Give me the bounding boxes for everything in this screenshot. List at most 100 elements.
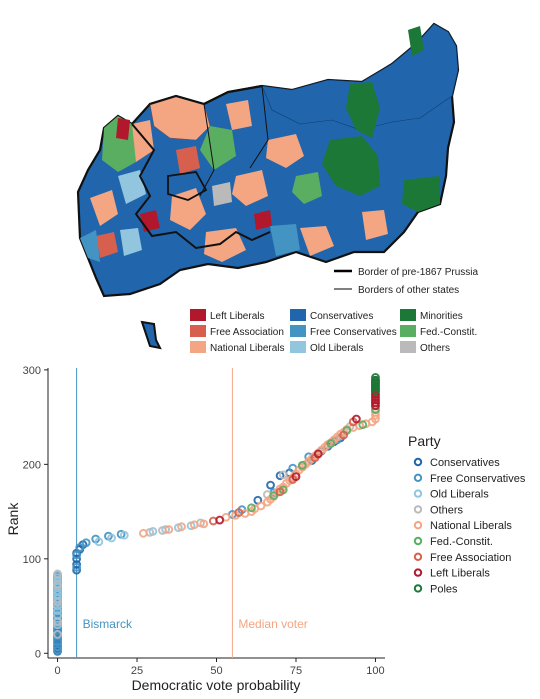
vline-label: Bismarck (83, 617, 133, 631)
map-region (80, 230, 100, 262)
legend-key (413, 505, 423, 514)
y-axis: 0 100 200 300 (23, 365, 49, 660)
map-border-other (199, 85, 269, 197)
legend-swatch (290, 341, 306, 353)
legend-key (413, 584, 423, 593)
data-point (199, 519, 209, 529)
data-point (266, 480, 275, 490)
legend-key (413, 489, 423, 498)
legend-label-other-borders: Borders of other states (358, 285, 459, 296)
data-point (313, 449, 323, 459)
data-point (215, 515, 225, 525)
legend-entry: Fed.-Constit. (430, 536, 493, 548)
map-region (90, 190, 118, 226)
map-party-legend: Left Liberals Conservatives Minorities F… (190, 309, 477, 354)
data-point (371, 395, 380, 405)
legend-key (413, 521, 423, 530)
map-region (300, 226, 334, 256)
data-point (72, 560, 82, 569)
map-region (322, 136, 380, 196)
y-tick-label: 0 (35, 648, 41, 660)
legend-entry: Old Liberals (430, 489, 489, 501)
map-region (212, 182, 232, 206)
legend-key (413, 568, 423, 577)
legend-swatch (190, 325, 206, 337)
data-point (72, 550, 82, 560)
y-tick-label: 300 (23, 365, 41, 377)
data-point (275, 487, 285, 497)
data-point (81, 538, 91, 548)
scatter-chart: 0 25 50 75 100 0 100 200 300 Bismarck Median vot… (5, 365, 526, 693)
x-axis-title: Democratic vote probability (132, 677, 301, 693)
map-region (116, 118, 130, 140)
data-point (53, 569, 62, 579)
legend-label: Old Liberals (310, 343, 363, 354)
data-point (247, 503, 256, 513)
map-exclave (140, 320, 162, 350)
data-point (358, 420, 368, 430)
chart-legend: Party Conservatives Free Conservatives Old… (408, 433, 526, 595)
map-border-legend: Border of pre-1867 Prussia Borders of ot… (334, 267, 479, 296)
legend-entry: Free Association (430, 552, 511, 564)
data-point (371, 373, 380, 382)
data-point (107, 533, 116, 543)
map-region (204, 228, 246, 262)
x-tick-label: 50 (210, 665, 222, 677)
data-point (278, 470, 288, 480)
map-border-prussia (167, 171, 208, 201)
data-point (94, 537, 104, 547)
legend-swatch (400, 325, 416, 337)
map-region (362, 210, 388, 240)
legend-key (413, 552, 423, 561)
legend-entry: Conservatives (430, 457, 500, 469)
data-point (138, 528, 148, 538)
data-point (53, 580, 62, 590)
legend-key (413, 473, 423, 482)
map-region (232, 170, 268, 206)
legend-swatch (290, 325, 306, 337)
prussia-map (76, 22, 460, 350)
data-point (234, 508, 244, 517)
x-tick-label: 100 (366, 665, 384, 677)
data-point (53, 606, 62, 616)
y-tick-label: 200 (23, 459, 41, 471)
legend-label: Others (420, 343, 450, 354)
data-point (75, 543, 85, 552)
data-point (53, 597, 62, 607)
legend-entry: Poles (430, 583, 458, 595)
map-region (254, 210, 272, 230)
data-point (371, 398, 380, 408)
legend-label: National Liberals (210, 343, 285, 354)
data-points (53, 373, 380, 656)
legend-entry: Others (430, 504, 464, 516)
data-point (119, 530, 129, 540)
map-region (402, 176, 440, 212)
map-region (170, 188, 206, 230)
data-point (177, 522, 186, 532)
data-point (72, 562, 82, 572)
legend-label: Free Association (210, 327, 284, 338)
data-point (291, 472, 301, 482)
data-point (53, 642, 62, 652)
legend-entry: National Liberals (430, 520, 512, 532)
legend-key (413, 536, 423, 546)
map-region (176, 146, 200, 174)
data-point (351, 414, 361, 424)
map-region (266, 134, 304, 168)
data-point (326, 439, 336, 448)
vline-label: Median voter (238, 617, 307, 631)
legend-label: Free Conservatives (310, 327, 397, 338)
legend-swatch (190, 341, 206, 353)
legend-label: Conservatives (310, 311, 373, 322)
data-point (72, 565, 82, 575)
data-point (269, 491, 279, 500)
legend-entry: Left Liberals (430, 568, 490, 580)
legend-label-prussia-border: Border of pre-1867 Prussia (358, 267, 479, 278)
data-point (256, 501, 266, 511)
y-axis-title: Rank (5, 502, 21, 536)
y-tick-label: 100 (23, 554, 41, 566)
data-point (297, 460, 307, 470)
data-point (53, 629, 62, 639)
map-region (261, 23, 459, 131)
x-tick-label: 25 (131, 665, 143, 677)
